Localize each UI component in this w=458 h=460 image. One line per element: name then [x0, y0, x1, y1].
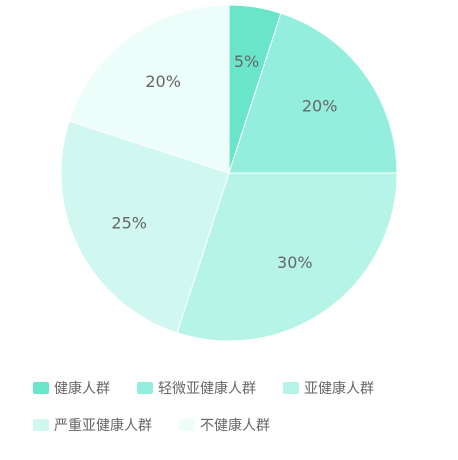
legend-item-healthy[interactable]: 健康人群 [33, 378, 110, 398]
legend-item-subhealthy[interactable]: 亚健康人群 [283, 378, 374, 398]
legend-swatch [33, 419, 49, 431]
legend-swatch [179, 419, 195, 431]
pie-label-healthy: 5% [234, 52, 259, 71]
pie-chart: 5% 20% 30% 25% 20% [60, 4, 398, 342]
legend-label: 不健康人群 [200, 418, 270, 434]
pie-slice-unhealthy[interactable] [68, 4, 230, 174]
legend-label: 严重亚健康人群 [54, 418, 152, 434]
legend-item-unhealthy[interactable]: 不健康人群 [179, 415, 270, 435]
pie-slices [60, 4, 398, 342]
pie-slice-subhealthy[interactable] [176, 172, 398, 342]
pie-label-subhealthy: 30% [277, 253, 313, 272]
legend: 健康人群 轻微亚健康人群 亚健康人群 严重亚健康人群 不健康人群 [33, 378, 453, 452]
pie-label-severe-subhealthy: 25% [111, 213, 147, 232]
pie-label-unhealthy: 20% [145, 72, 181, 91]
legend-swatch [33, 382, 49, 394]
pie-labels: 5% 20% 30% 25% 20% [111, 52, 337, 272]
pie-slice-severe-subhealthy[interactable] [60, 120, 230, 334]
legend-item-severe-subhealthy[interactable]: 严重亚健康人群 [33, 415, 152, 435]
legend-row-1: 健康人群 轻微亚健康人群 亚健康人群 [33, 378, 453, 398]
legend-row-2: 严重亚健康人群 不健康人群 [33, 415, 453, 435]
legend-label: 亚健康人群 [304, 381, 374, 397]
legend-swatch [137, 382, 153, 394]
pie-label-mild-subhealthy: 20% [302, 97, 338, 116]
legend-item-mild-subhealthy[interactable]: 轻微亚健康人群 [137, 378, 256, 398]
legend-label: 轻微亚健康人群 [158, 381, 256, 397]
legend-label: 健康人群 [54, 381, 110, 397]
pie-slice-mild-subhealthy[interactable] [228, 12, 398, 174]
legend-swatch [283, 382, 299, 394]
